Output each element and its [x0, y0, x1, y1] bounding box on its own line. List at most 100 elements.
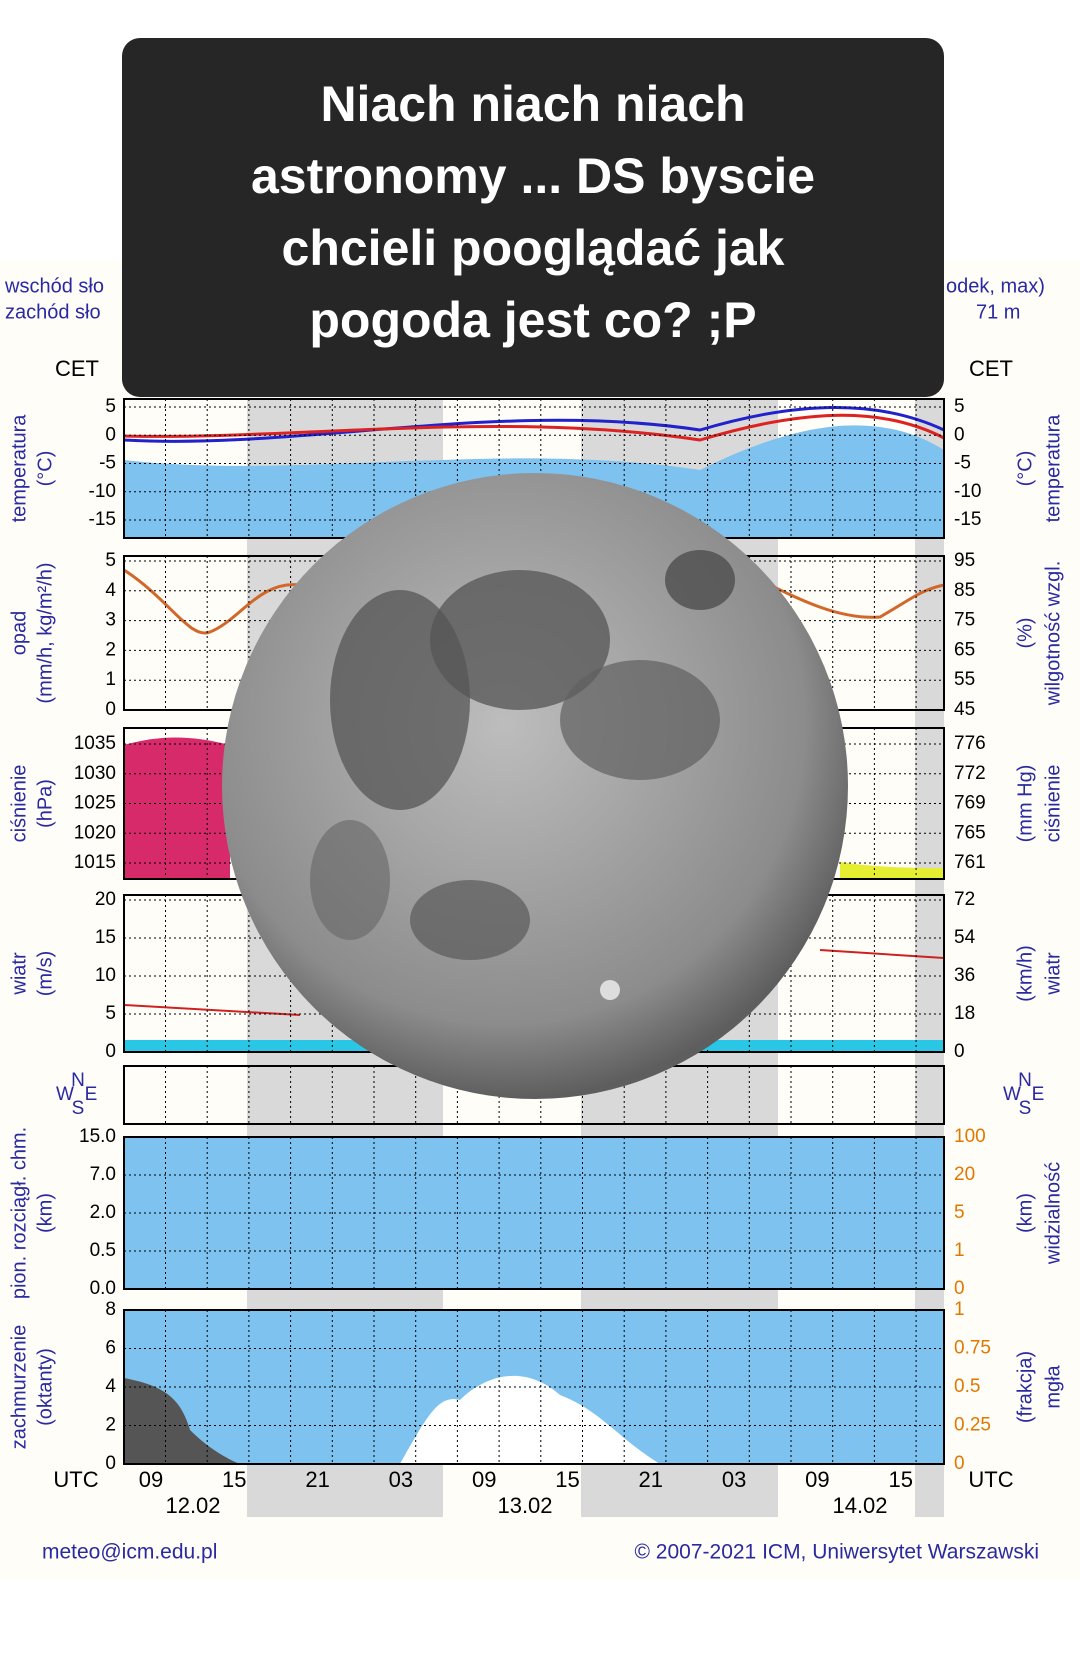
moon: [222, 473, 848, 1099]
humidity: [123, 568, 945, 635]
left-tick: 4: [105, 1376, 116, 1397]
left-label: opad: [8, 611, 30, 656]
right-label: (frakcja): [1014, 1351, 1036, 1423]
left-tick: 2.0: [90, 1202, 116, 1223]
right-tick: 0.5: [954, 1376, 980, 1397]
compass: E: [1032, 1084, 1045, 1105]
left-label: ciśnienie: [8, 765, 30, 843]
right-label: ciśnienie: [1042, 765, 1064, 843]
left-tick: 1015: [74, 852, 116, 873]
right-tick: 54: [954, 927, 976, 948]
left-label: (km): [34, 1193, 56, 1233]
x-hour: 21: [305, 1467, 329, 1492]
caption-line: Niach niach niach: [320, 76, 745, 132]
right-tick: 36: [954, 965, 975, 986]
left-tick: 5: [105, 396, 116, 417]
right-label: temperatura: [1042, 414, 1064, 523]
x-right: UTC: [968, 1467, 1013, 1492]
right-label: (°C): [1014, 451, 1036, 487]
left-tick: -10: [89, 481, 116, 502]
caption-box: [122, 38, 944, 397]
left-label: (hPa): [34, 779, 56, 828]
left-label: (°C): [34, 451, 56, 487]
left-tick: 15: [95, 927, 116, 948]
right-label: wilgotność wzgl.: [1042, 561, 1064, 707]
temp-line: [123, 406, 945, 443]
left-tick: 0.5: [90, 1240, 116, 1261]
right-label: mgła: [1042, 1364, 1064, 1408]
left-tick: 1025: [74, 793, 116, 814]
left-tick: 1030: [74, 763, 116, 784]
left-label: zachmurzenie: [8, 1325, 30, 1450]
x-hour: 03: [722, 1467, 746, 1492]
x-left: UTC: [53, 1467, 98, 1492]
right-tick: -5: [954, 453, 971, 474]
footer-right: © 2007-2021 ICM, Uniwersytet Warszawski: [635, 1541, 1040, 1564]
right-tick: 761: [954, 852, 986, 873]
left-label: temperatura: [8, 414, 30, 523]
left-tick: 5: [105, 1003, 116, 1024]
compass: N: [71, 1070, 85, 1091]
right-tick: 5: [954, 1202, 965, 1223]
right-label: wiatr: [1042, 952, 1064, 996]
left-tick: 0: [105, 699, 116, 720]
left-tick: -5: [99, 453, 116, 474]
right-tick: -15: [954, 509, 981, 530]
cloud-white: [124, 1375, 660, 1464]
pressure-low: [840, 862, 944, 879]
left-tick: 7.0: [90, 1164, 116, 1185]
compass: E: [85, 1084, 98, 1105]
header-left: zachód sło: [5, 301, 101, 323]
left-tick: 0: [105, 1041, 116, 1062]
right-label: (%): [1014, 617, 1036, 648]
left-tick: 1: [105, 669, 116, 690]
right-tick: 1: [954, 1240, 965, 1261]
header-right: 71 m: [976, 301, 1020, 323]
cloud-low: [124, 1378, 240, 1464]
header-left: wschód sło: [4, 275, 104, 297]
caption-line: chcieli pooglądać jak: [282, 220, 785, 276]
right-tick: 18: [954, 1003, 975, 1024]
right-tick: 55: [954, 669, 975, 690]
left-tick: 1035: [74, 733, 116, 754]
left-tick: 4: [105, 580, 116, 601]
left-tick: 10: [95, 965, 116, 986]
right-tick: 772: [954, 763, 986, 784]
right-tick: 0: [954, 1041, 965, 1062]
right-tick: 72: [954, 889, 975, 910]
right-tick: 769: [954, 793, 986, 814]
right-tick: 5: [954, 396, 965, 417]
right-tick: 0: [954, 424, 965, 445]
x-hour: 09: [139, 1467, 163, 1492]
x-hour: 15: [222, 1467, 246, 1492]
compass: S: [72, 1098, 85, 1119]
x-hour: 15: [555, 1467, 579, 1492]
right-label: (km/h): [1014, 945, 1036, 1002]
left-label: pion. rozciągł. chm.: [8, 1127, 30, 1299]
left-tick: 0: [105, 1453, 116, 1474]
right-label: (km): [1014, 1193, 1036, 1233]
right-tick: -10: [954, 481, 981, 502]
compass: S: [1019, 1098, 1032, 1119]
left-tick: 6: [105, 1338, 116, 1359]
left-tick: 15.0: [79, 1126, 116, 1147]
right-tick: 0: [954, 1278, 965, 1299]
x-date: 14.02: [832, 1493, 887, 1518]
left-label: wiatr: [8, 952, 30, 996]
caption-line: pogoda jest co? ;P: [309, 292, 756, 348]
left-tick: 2: [105, 639, 116, 660]
compass: W: [56, 1084, 74, 1105]
pressure-high: [124, 737, 230, 879]
x-date: 13.02: [497, 1493, 552, 1518]
caption-line: astronomy ... DS byscie: [251, 148, 815, 204]
right-label: widzialność: [1042, 1162, 1064, 1265]
right-tick: 0.25: [954, 1415, 991, 1436]
right-tick: 75: [954, 610, 975, 631]
x-hour: 09: [805, 1467, 829, 1492]
right-tick: 100: [954, 1126, 986, 1147]
compass: N: [1018, 1070, 1032, 1091]
header-right: odek, max): [946, 275, 1045, 297]
left-tick: 3: [105, 610, 116, 631]
x-date: 12.02: [165, 1493, 220, 1518]
